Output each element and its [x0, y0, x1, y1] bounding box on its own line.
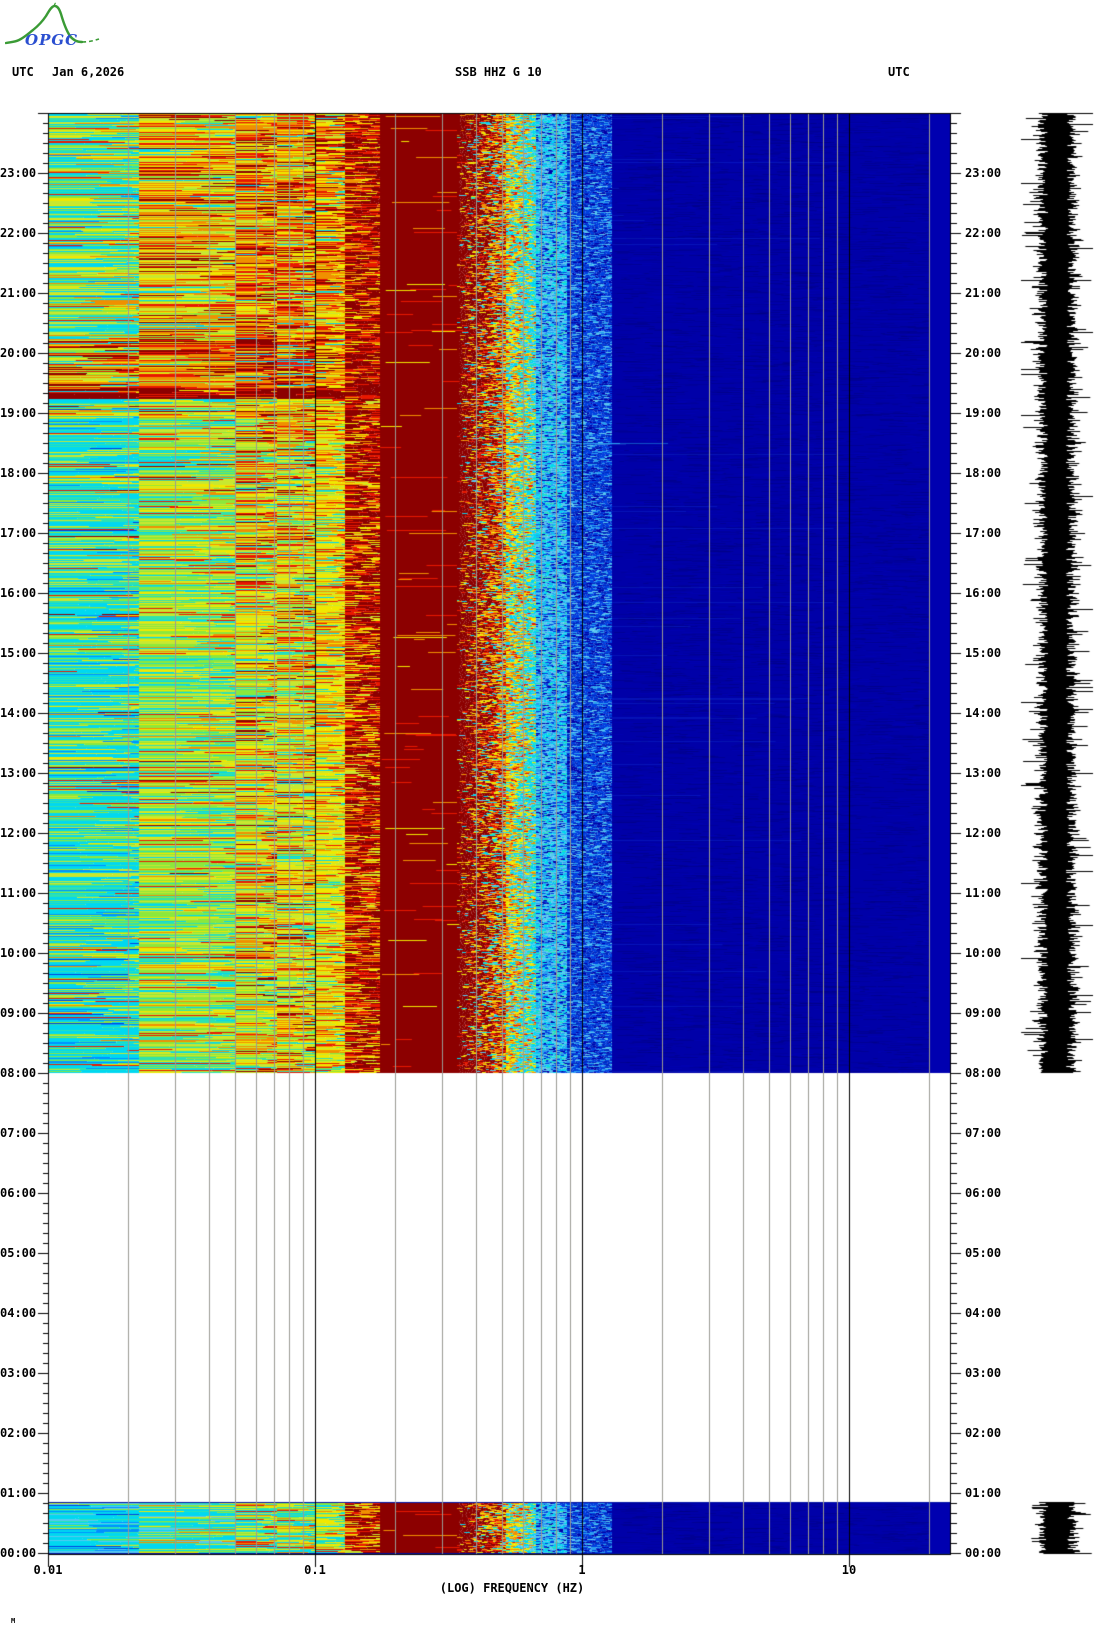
right-time-label: 07:00 — [965, 1126, 1002, 1140]
footer-mark: M — [11, 1617, 16, 1625]
right-time-label: 06:00 — [965, 1186, 1002, 1200]
left-time-label: 09:00 — [0, 1006, 37, 1020]
freq-axis-title: (LOG) FREQUENCY (HZ) — [439, 1581, 585, 1595]
left-time-label: 03:00 — [0, 1366, 37, 1380]
right-time-label: 02:00 — [965, 1426, 1002, 1440]
right-time-label: 20:00 — [965, 346, 1002, 360]
left-time-label: 13:00 — [0, 766, 37, 780]
right-time-label: 16:00 — [965, 586, 1002, 600]
right-time-label: 13:00 — [965, 766, 1002, 780]
right-time-label: 22:00 — [965, 226, 1002, 240]
right-time-label: 14:00 — [965, 706, 1002, 720]
right-time-label: 01:00 — [965, 1486, 1002, 1500]
freq-tick-label: 10 — [841, 1563, 857, 1577]
right-time-label: 12:00 — [965, 826, 1002, 840]
freq-tick-label: 0.1 — [304, 1563, 326, 1577]
header-date: Jan 6,2026 — [52, 65, 125, 79]
header-utc-left: UTC — [12, 65, 34, 79]
left-time-label: 00:00 — [0, 1546, 37, 1560]
logo-peak-tick — [53, 2, 56, 7]
left-time-label: 17:00 — [0, 526, 37, 540]
left-time-label: 14:00 — [0, 706, 37, 720]
freq-tick-label: 0.01 — [33, 1563, 63, 1577]
left-time-label: 20:00 — [0, 346, 37, 360]
right-time-label: 03:00 — [965, 1366, 1002, 1380]
right-time-label: 19:00 — [965, 406, 1002, 420]
left-time-label: 19:00 — [0, 406, 37, 420]
right-time-label: 10:00 — [965, 946, 1002, 960]
right-time-label: 15:00 — [965, 646, 1002, 660]
right-time-label: 04:00 — [965, 1306, 1002, 1320]
freq-tick-label: 1 — [578, 1563, 586, 1577]
left-time-label: 16:00 — [0, 586, 37, 600]
logo-mountain-tail — [81, 38, 100, 43]
left-time-label: 07:00 — [0, 1126, 37, 1140]
right-time-label: 09:00 — [965, 1006, 1002, 1020]
left-time-label: 23:00 — [0, 166, 37, 180]
opgc-logo: OPGC — [5, 2, 100, 49]
right-time-label: 05:00 — [965, 1246, 1002, 1260]
right-time-label: 00:00 — [965, 1546, 1002, 1560]
right-time-label: 21:00 — [965, 286, 1002, 300]
left-time-label: 02:00 — [0, 1426, 37, 1440]
left-time-label: 06:00 — [0, 1186, 37, 1200]
right-time-label: 23:00 — [965, 166, 1002, 180]
left-time-label: 22:00 — [0, 226, 37, 240]
header-utc-right: UTC — [888, 65, 910, 79]
logo-mountain-curve — [5, 4, 84, 45]
header-station-title: SSB HHZ G 10 — [455, 65, 542, 79]
right-time-label: 08:00 — [965, 1066, 1002, 1080]
left-time-label: 01:00 — [0, 1486, 37, 1500]
left-time-label: 11:00 — [0, 886, 37, 900]
left-time-label: 15:00 — [0, 646, 37, 660]
left-time-label: 05:00 — [0, 1246, 37, 1260]
left-time-label: 04:00 — [0, 1306, 37, 1320]
left-time-label: 10:00 — [0, 946, 37, 960]
left-time-label: 08:00 — [0, 1066, 37, 1080]
logo-text: OPGC — [25, 31, 78, 49]
left-time-label: 12:00 — [0, 826, 37, 840]
left-time-label: 18:00 — [0, 466, 37, 480]
right-time-label: 17:00 — [965, 526, 1002, 540]
left-time-label: 21:00 — [0, 286, 37, 300]
right-time-label: 11:00 — [965, 886, 1002, 900]
right-time-label: 18:00 — [965, 466, 1002, 480]
